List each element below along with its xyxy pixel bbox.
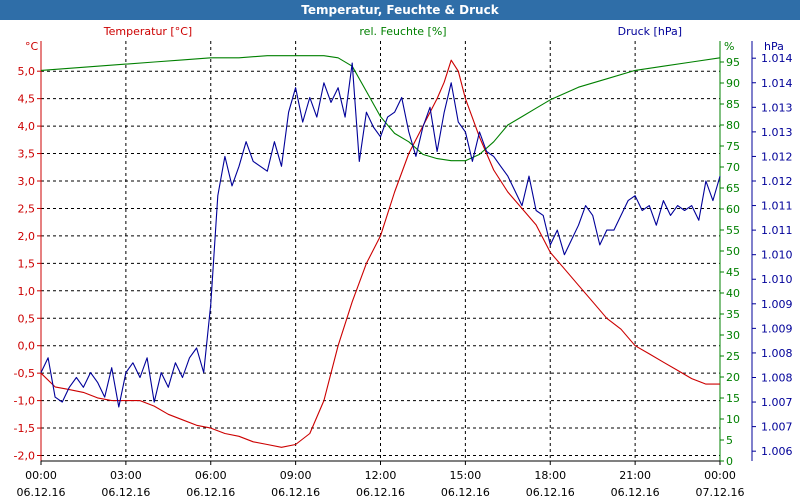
x-tick-label-date: 07.12.16 [696, 486, 745, 499]
x-tick-label-time: 06:00 [195, 469, 227, 482]
x-tick-label-time: 03:00 [110, 469, 142, 482]
pressure-tick-label: 1.007 [761, 396, 793, 409]
pressure-tick-label: 1.011 [761, 200, 793, 213]
x-tick-label-time: 18:00 [534, 469, 566, 482]
humidity-tick-label: 65 [726, 182, 740, 195]
humidity-tick-label: 40 [726, 287, 740, 300]
humidity-tick-label: 35 [726, 308, 740, 321]
pressure-tick-label: 1.012 [761, 175, 793, 188]
humidity-tick-label: 70 [726, 161, 740, 174]
temperature-tick-label: 5,0 [18, 65, 36, 78]
temperature-unit: °C [25, 40, 39, 53]
x-tick-label-time: 09:00 [280, 469, 312, 482]
x-tick-label-date: 06.12.16 [186, 486, 235, 499]
x-tick-label-time: 12:00 [365, 469, 397, 482]
pressure-unit: hPa [764, 40, 784, 53]
pressure-tick-label: 1.006 [761, 445, 793, 458]
humidity-tick-label: 85 [726, 98, 740, 111]
humidity-tick-label: 50 [726, 245, 740, 258]
temperature-axis-title: Temperatur [°C] [103, 25, 192, 38]
pressure-tick-label: 1.010 [761, 249, 793, 262]
humidity-tick-label: 15 [726, 392, 740, 405]
humidity-tick-label: 55 [726, 224, 740, 237]
temperature-series-line [40, 59, 720, 448]
humidity-tick-label: 75 [726, 140, 740, 153]
x-tick-label-date: 06.12.16 [441, 486, 490, 499]
humidity-tick-label: 25 [726, 350, 740, 363]
x-tick-label-time: 00:00 [704, 469, 736, 482]
temperature-tick-label: -0,5 [14, 367, 35, 380]
temperature-tick-label: 2,5 [18, 202, 36, 215]
humidity-axis-title: rel. Feuchte [%] [359, 25, 446, 38]
temperature-tick-label: 2,0 [18, 230, 36, 243]
x-tick-label-time: 00:00 [25, 469, 57, 482]
pressure-axis-title: Druck [hPa] [618, 25, 682, 38]
x-tick-label-date: 06.12.16 [526, 486, 575, 499]
temperature-tick-label: 4,0 [18, 120, 36, 133]
x-tick-label-date: 06.12.16 [356, 486, 405, 499]
humidity-tick-label: 10 [726, 413, 740, 426]
x-tick-label-date: 06.12.16 [271, 486, 320, 499]
pressure-tick-label: 1.014 [761, 52, 793, 65]
pressure-tick-label: 1.007 [761, 421, 793, 434]
humidity-tick-label: 95 [726, 56, 740, 69]
humidity-tick-label: 60 [726, 203, 740, 216]
temperature-tick-label: -1,5 [14, 422, 35, 435]
pressure-tick-label: 1.009 [761, 322, 793, 335]
humidity-tick-label: 5 [726, 434, 733, 447]
pressure-tick-label: 1.012 [761, 150, 793, 163]
humidity-tick-label: 20 [726, 371, 740, 384]
axes [37, 41, 756, 465]
temperature-tick-label: 1,5 [18, 257, 36, 270]
temperature-tick-label: 4,5 [18, 93, 36, 106]
temperature-tick-label: -2,0 [14, 450, 35, 463]
pressure-series-line [40, 62, 721, 408]
humidity-unit: % [724, 40, 734, 53]
temperature-tick-label: 3,5 [18, 148, 36, 161]
window-title: Temperatur, Feuchte & Druck [0, 0, 800, 20]
humidity-tick-label: 0 [726, 455, 733, 468]
humidity-tick-label: 80 [726, 119, 740, 132]
x-tick-label-time: 15:00 [450, 469, 482, 482]
x-tick-label-time: 21:00 [619, 469, 651, 482]
x-tick-label-date: 06.12.16 [101, 486, 150, 499]
x-tick-label-date: 06.12.16 [17, 486, 66, 499]
temperature-tick-label: 0,0 [18, 340, 36, 353]
temperature-tick-label: 3,0 [18, 175, 36, 188]
humidity-tick-label: 30 [726, 329, 740, 342]
pressure-tick-label: 1.008 [761, 371, 793, 384]
pressure-tick-label: 1.011 [761, 224, 793, 237]
temperature-tick-label: 0,5 [18, 312, 36, 325]
pressure-tick-label: 1.009 [761, 298, 793, 311]
pressure-tick-label: 1.013 [761, 101, 793, 114]
pressure-tick-label: 1.014 [761, 77, 793, 90]
labels: 00:00 06.12.16 03:00 06.12.16 06:00 06.12.16 0… [14, 25, 793, 499]
series-layer [40, 55, 721, 448]
grid [41, 41, 720, 461]
temperature-tick-label: -1,0 [14, 395, 35, 408]
x-tick-label-date: 06.12.16 [611, 486, 660, 499]
pressure-tick-label: 1.010 [761, 273, 793, 286]
humidity-tick-label: 90 [726, 77, 740, 90]
pressure-tick-label: 1.013 [761, 126, 793, 139]
humidity-series-line [40, 55, 721, 162]
temperature-tick-label: 1,0 [18, 285, 36, 298]
humidity-tick-label: 45 [726, 266, 740, 279]
pressure-tick-label: 1.008 [761, 347, 793, 360]
